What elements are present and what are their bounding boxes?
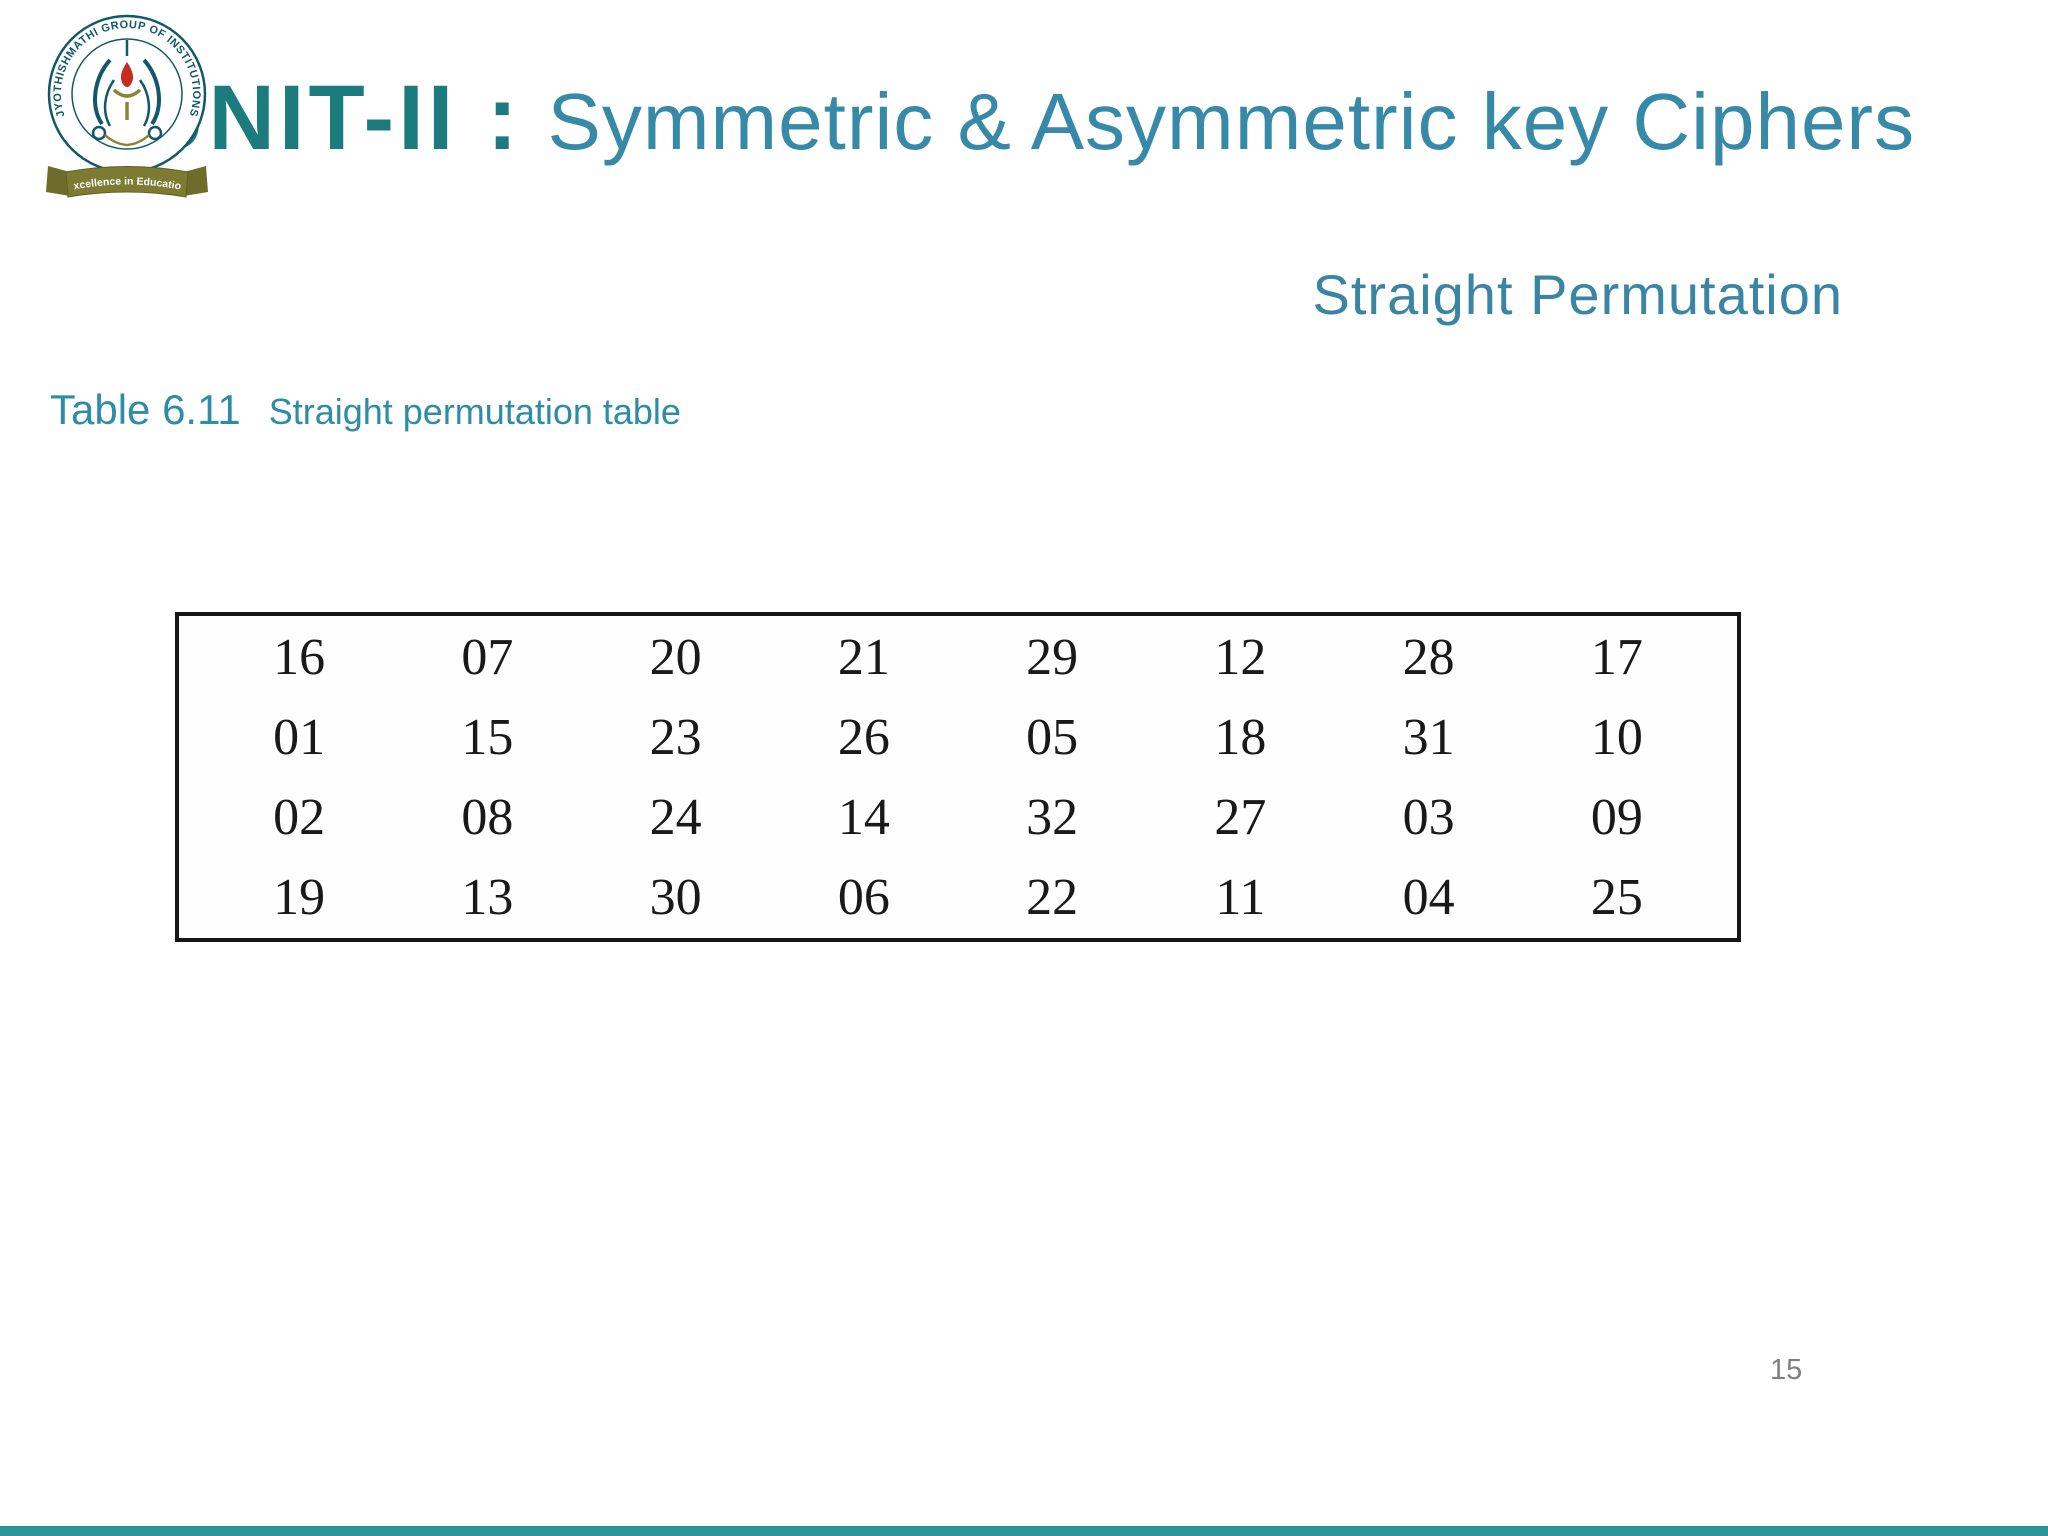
slide-title: UNIT-II : Symmetric & Asymmetric key Cip… xyxy=(138,66,2018,171)
table-cell: 30 xyxy=(649,868,702,926)
table-cell: 32 xyxy=(1026,788,1079,846)
permutation-table: 16 07 20 21 29 12 28 17 01 15 23 26 05 18 31 10 02 08 24 14… xyxy=(175,612,1741,942)
table-cell: 21 xyxy=(837,628,890,686)
table-cell: 14 xyxy=(837,788,890,846)
table-cell: 17 xyxy=(1590,628,1643,686)
table-cell: 06 xyxy=(837,868,890,926)
table-cell: 22 xyxy=(1026,868,1079,926)
table-cell: 28 xyxy=(1402,628,1455,686)
table-cell: 20 xyxy=(649,628,702,686)
table-cell: 03 xyxy=(1402,788,1455,846)
table-cell: 15 xyxy=(461,708,514,766)
table-cell: 04 xyxy=(1402,868,1455,926)
slide-subtitle: Straight Permutation xyxy=(1312,263,1843,326)
table-cell: 25 xyxy=(1590,868,1643,926)
table-cell: 08 xyxy=(461,788,514,846)
table-cell: 24 xyxy=(649,788,702,846)
logo-emblem xyxy=(91,40,163,147)
title-topic: Symmetric & Asymmetric key Ciphers xyxy=(547,77,1916,166)
table-caption-number: Table 6.11 xyxy=(50,386,241,433)
table-cell: 11 xyxy=(1215,868,1266,926)
institution-logo: JYOTHISHMATHI GROUP OF INSTITUTIONS Exce… xyxy=(42,6,208,198)
logo-flame xyxy=(120,62,134,87)
page-number: 15 xyxy=(1770,1354,1803,1386)
table-cell: 07 xyxy=(461,628,514,686)
footer-accent-bar xyxy=(0,1526,2048,1536)
table-cell: 09 xyxy=(1590,788,1643,846)
table-cell: 12 xyxy=(1214,628,1267,686)
table-cell: 19 xyxy=(273,868,326,926)
table-cell: 01 xyxy=(273,708,326,766)
table-cell: 27 xyxy=(1214,788,1267,846)
table-cell: 10 xyxy=(1590,708,1643,766)
table-cell: 26 xyxy=(837,708,890,766)
table-cell: 02 xyxy=(273,788,326,846)
table-cell: 16 xyxy=(273,628,326,686)
table-caption-text: Straight permutation table xyxy=(268,391,681,432)
table-caption: Table 6.11 Straight permutation table xyxy=(50,386,681,434)
table-cell: 18 xyxy=(1214,708,1267,766)
table-cell: 13 xyxy=(461,868,514,926)
table-cell: 29 xyxy=(1026,628,1079,686)
table-cell: 05 xyxy=(1026,708,1079,766)
table-cell: 23 xyxy=(649,708,702,766)
table-cell: 31 xyxy=(1402,708,1455,766)
